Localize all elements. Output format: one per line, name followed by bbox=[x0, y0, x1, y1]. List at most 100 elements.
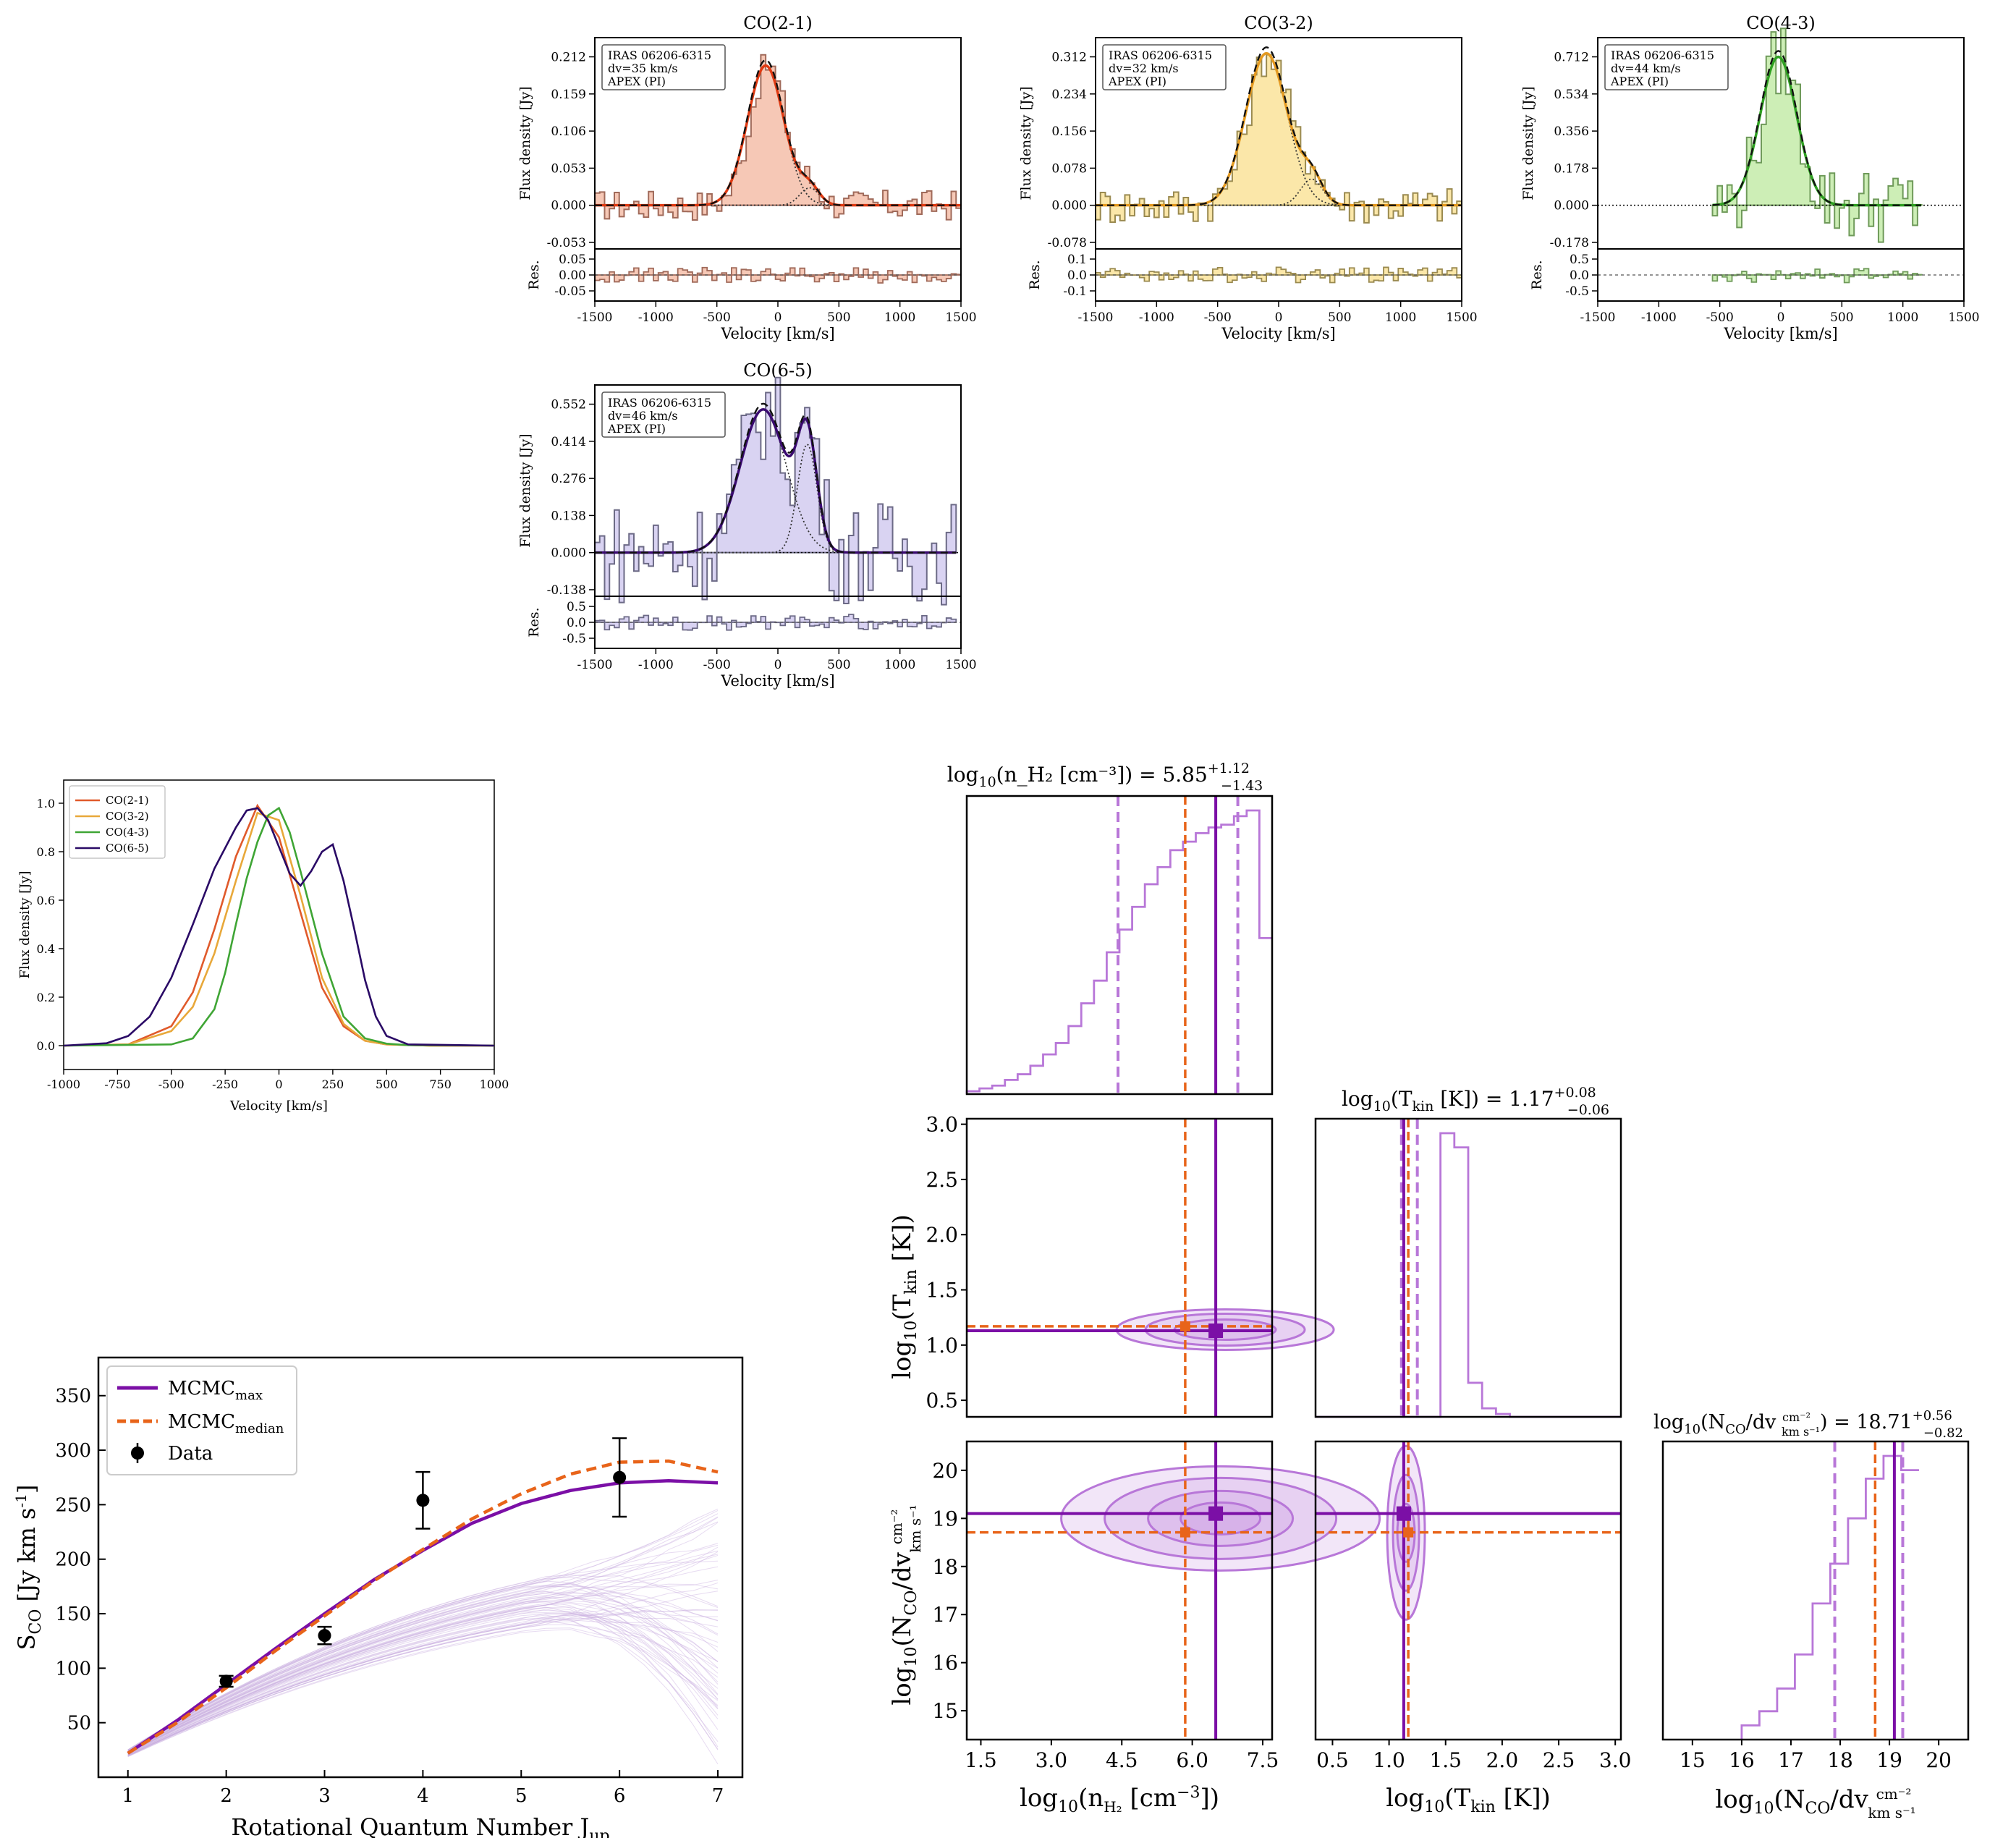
legend-label: CO(4-3) bbox=[106, 826, 149, 839]
x-tick-label: 4.5 bbox=[1106, 1748, 1138, 1772]
legend-data-label: Data bbox=[168, 1443, 213, 1465]
x-tick-label: -500 bbox=[703, 658, 731, 672]
title-log: log bbox=[947, 763, 979, 787]
title-plus: +0.56 bbox=[1913, 1408, 1952, 1423]
spectrum-histogram bbox=[1095, 54, 1462, 224]
max-marker bbox=[1396, 1506, 1411, 1521]
title-log-sub: 10 bbox=[1684, 1422, 1701, 1437]
lbl-log: log bbox=[1715, 1785, 1753, 1814]
x-tick-label: 1000 bbox=[480, 1077, 509, 1091]
lbl-sub: 10 bbox=[902, 1321, 920, 1341]
y-tick-label: 1.5 bbox=[926, 1279, 958, 1303]
x-tick-label: 2.5 bbox=[1543, 1748, 1575, 1772]
y-tick-label: 0.212 bbox=[551, 51, 586, 65]
corner-plot: log10(n_H₂ [cm⁻³]) = 5.85+1.12 −1.43 3.0 2.… bbox=[888, 761, 1970, 1821]
info-telescope: APEX (PI) bbox=[607, 75, 666, 88]
y-tick-label: -0.078 bbox=[1048, 236, 1087, 250]
y-label-close: ] bbox=[13, 1485, 41, 1494]
x-tick-label: 1.5 bbox=[965, 1748, 997, 1772]
y-tick-label: 0.234 bbox=[1051, 88, 1087, 102]
x-tick-label: 19 bbox=[1876, 1748, 1902, 1772]
y-axis-label: Flux density [Jy] bbox=[17, 871, 33, 978]
y-tick-label: 0.000 bbox=[1051, 199, 1087, 213]
posterior-draw bbox=[127, 1591, 719, 1752]
fit-mcmc-curve bbox=[1096, 46, 1462, 206]
posterior-draw bbox=[127, 1544, 719, 1753]
posterior-draw bbox=[127, 1522, 719, 1753]
y-tick-label: 100 bbox=[55, 1658, 91, 1680]
res-tick-label: -0.1 bbox=[1063, 284, 1087, 299]
y-tick-label: 16 bbox=[932, 1651, 958, 1675]
y-tick-label: 0.8 bbox=[37, 845, 55, 859]
hist-nco bbox=[1740, 1454, 1919, 1740]
title-plus: +0.08 bbox=[1554, 1085, 1596, 1101]
median-marker bbox=[1403, 1527, 1414, 1538]
posterior-draw bbox=[127, 1614, 719, 1765]
x-tick-label: -1000 bbox=[47, 1077, 80, 1091]
posterior-draw bbox=[127, 1617, 719, 1756]
x-tick-label: 15 bbox=[1680, 1748, 1706, 1772]
posterior-draw bbox=[127, 1508, 719, 1750]
series-line-4 bbox=[63, 807, 495, 1047]
posterior-draw bbox=[127, 1610, 719, 1754]
posterior-draw bbox=[127, 1614, 719, 1756]
y-tick-label: 3.0 bbox=[926, 1113, 958, 1137]
y-tick-label: 200 bbox=[55, 1549, 91, 1571]
title-rest: (T bbox=[1391, 1087, 1413, 1111]
y-tick-label: 19 bbox=[932, 1507, 958, 1530]
title-log: log bbox=[1342, 1087, 1373, 1111]
posterior-draw bbox=[127, 1591, 719, 1757]
param-title: log10(n_H₂ [cm⁻³]) = 5.85+1.12 −1.43 bbox=[947, 761, 1263, 794]
x-tick-label: 18 bbox=[1827, 1748, 1853, 1772]
x-tick-label: 1.0 bbox=[1373, 1748, 1405, 1772]
x-tick-label: 500 bbox=[376, 1077, 398, 1091]
spectrum-panel-1: CO(2-1)0.2120.1590.1060.0530.000-0.053Fl… bbox=[517, 13, 977, 342]
y-tick-label: 0.712 bbox=[1554, 51, 1589, 65]
posterior-draw bbox=[127, 1596, 719, 1753]
y-tick-label: -0.053 bbox=[547, 236, 586, 250]
lbl-log: log bbox=[888, 1341, 917, 1379]
x-axis-label-sub: up bbox=[589, 1827, 609, 1838]
lbl-log: log bbox=[1020, 1784, 1058, 1813]
data-point bbox=[613, 1470, 627, 1484]
info-source: IRAS 06206-6315 bbox=[608, 396, 711, 410]
info-dv: dv=44 km/s bbox=[1611, 62, 1681, 75]
x-tick-label: 3.0 bbox=[1035, 1748, 1068, 1772]
x-tick-label: 2 bbox=[220, 1785, 232, 1807]
posterior-draw bbox=[127, 1585, 719, 1751]
title-eq: = bbox=[1132, 763, 1162, 787]
x-tick-label: 0 bbox=[774, 658, 782, 672]
lbl-mid: /dv bbox=[1830, 1785, 1876, 1814]
spectrum-histogram bbox=[594, 376, 957, 606]
lbl-frac-top: cm⁻² bbox=[1876, 1785, 1912, 1803]
x-tick-label: -750 bbox=[104, 1077, 130, 1091]
y-tick-label: 50 bbox=[67, 1713, 91, 1735]
title-minus: −1.43 bbox=[1221, 778, 1263, 794]
x-tick-label: -500 bbox=[158, 1077, 185, 1091]
y-tick-label: 0.000 bbox=[551, 546, 586, 561]
lbl-rest: (N bbox=[888, 1616, 917, 1647]
posterior-draw bbox=[127, 1521, 719, 1752]
x-tick-label: 750 bbox=[429, 1077, 452, 1091]
y-tick-label: 250 bbox=[55, 1494, 91, 1516]
lbl-rest: (T bbox=[1444, 1784, 1470, 1813]
posterior-draw bbox=[127, 1583, 719, 1751]
posterior-draw bbox=[127, 1591, 719, 1752]
x-tick-label: 500 bbox=[1328, 310, 1351, 325]
x-tick-label: 3.0 bbox=[1599, 1748, 1632, 1772]
residual-histogram bbox=[594, 266, 962, 284]
posterior-draw bbox=[127, 1566, 719, 1754]
x-axis-label: Velocity [km/s] bbox=[1221, 325, 1335, 342]
x-tick-label: 500 bbox=[827, 310, 850, 325]
x-tick-label: 1000 bbox=[884, 310, 915, 325]
x-tick-label: 0 bbox=[1777, 310, 1785, 325]
res-tick-label: -0.5 bbox=[1565, 284, 1589, 299]
y-tick-label: 0.138 bbox=[551, 509, 586, 523]
posterior-draw bbox=[127, 1509, 719, 1751]
info-dv: dv=32 km/s bbox=[1109, 62, 1179, 75]
y-tick-label: -0.138 bbox=[547, 583, 586, 598]
info-box bbox=[1604, 44, 1729, 90]
x-tick-label: 250 bbox=[322, 1077, 344, 1091]
posterior-draw bbox=[127, 1606, 719, 1754]
y-tick-label: 0.159 bbox=[551, 88, 586, 102]
